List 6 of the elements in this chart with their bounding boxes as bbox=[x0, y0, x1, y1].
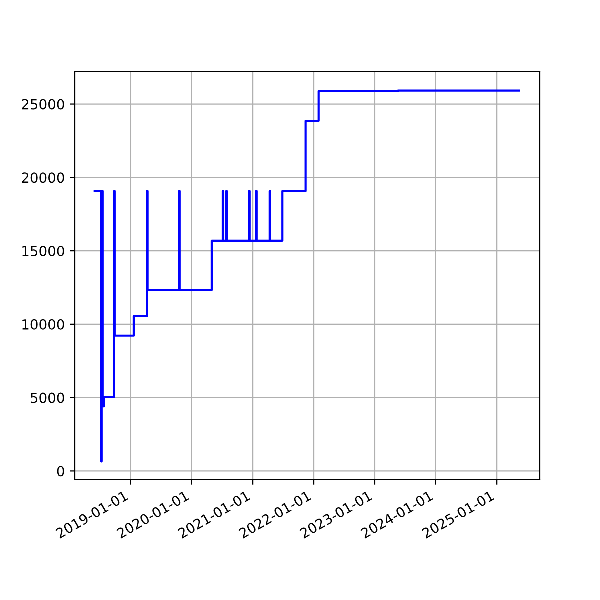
y-tick-label: 5000 bbox=[31, 392, 64, 404]
y-tick-label: 10000 bbox=[22, 319, 64, 330]
y-tick-label: 0 bbox=[57, 466, 64, 477]
y-tick-label: 25000 bbox=[22, 99, 64, 110]
y-tick-label: 20000 bbox=[22, 172, 64, 184]
y-tick-label: 15000 bbox=[22, 246, 64, 257]
